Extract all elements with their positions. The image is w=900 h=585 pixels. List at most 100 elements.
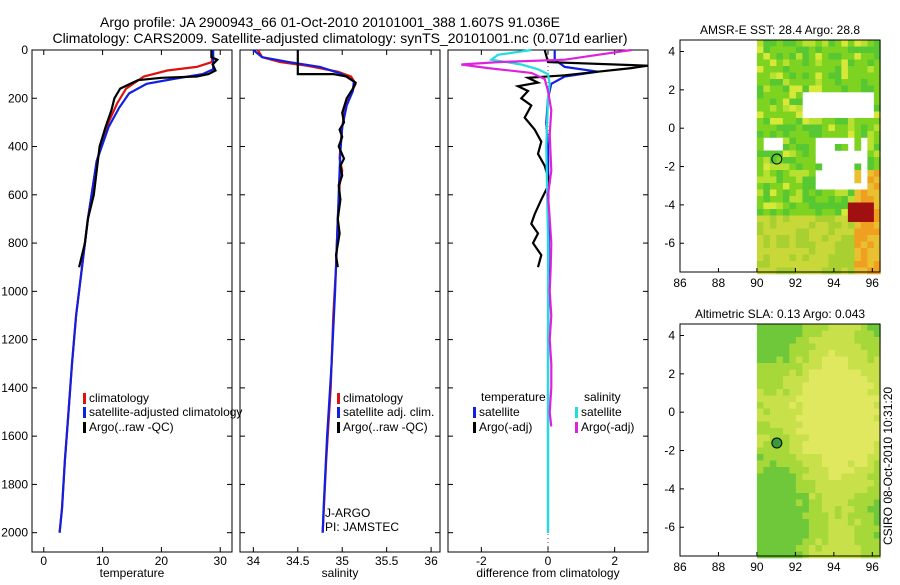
sla_map-cell bbox=[776, 330, 784, 338]
sst_map-cell bbox=[873, 254, 881, 262]
sst_map-cell bbox=[841, 59, 849, 67]
sst_map-cell bbox=[763, 53, 771, 60]
sst_map-cell bbox=[802, 150, 810, 158]
sla_map-cell bbox=[776, 376, 784, 383]
sst_map-cell bbox=[756, 176, 764, 184]
sst_map-cell bbox=[763, 59, 771, 67]
sst_map-cell bbox=[802, 228, 810, 236]
sst_map-cell bbox=[769, 85, 777, 93]
sla_map-cell bbox=[841, 512, 849, 520]
sst_map-cell bbox=[769, 248, 777, 255]
sla_map-cell bbox=[873, 382, 881, 390]
sla_map-cell bbox=[815, 499, 823, 507]
sla_map-cell bbox=[808, 382, 816, 390]
sla_map-cell bbox=[815, 369, 823, 377]
sst_map-cell bbox=[763, 131, 771, 138]
sla_map-cell bbox=[776, 343, 784, 351]
sla_map-cell bbox=[854, 350, 862, 357]
sst_map-cell bbox=[802, 209, 810, 216]
sst_map-cell bbox=[821, 228, 829, 236]
side-timestamp: CSIRO 08-Oct-2010 10:31:20 bbox=[881, 387, 895, 545]
sst_map-cell bbox=[776, 85, 784, 93]
sst_map-cell bbox=[795, 183, 803, 190]
sst_map-cell bbox=[795, 92, 803, 99]
sst_map-cell bbox=[834, 209, 842, 216]
sla_map-cell bbox=[834, 447, 842, 455]
sst_map-cell bbox=[763, 209, 771, 216]
diff-legend-temp-sat-swatch bbox=[473, 407, 476, 418]
sla_map-cell bbox=[873, 499, 881, 507]
sla_map-cell bbox=[808, 337, 816, 344]
sla_map-cell bbox=[795, 512, 803, 520]
temperature-xtick-label: 0 bbox=[40, 554, 47, 568]
sla_map-cell bbox=[789, 512, 797, 520]
sla_map-cell bbox=[867, 519, 875, 526]
sst_map-cell bbox=[795, 79, 803, 86]
sla_map-cell bbox=[763, 519, 771, 526]
sla_map-cell bbox=[782, 402, 790, 409]
sst_map-cell bbox=[763, 157, 771, 164]
sla_map-cell bbox=[763, 408, 771, 416]
sla_map-cell bbox=[815, 343, 823, 351]
sst_map-cell bbox=[841, 79, 849, 86]
sla_map-cell bbox=[860, 324, 868, 331]
sla_map-cell bbox=[860, 369, 868, 377]
sst_map-cell bbox=[769, 202, 777, 210]
sst_map-cell bbox=[782, 40, 790, 47]
sla_map-cell bbox=[815, 447, 823, 455]
sst_map-cell bbox=[776, 176, 784, 184]
sla_map-cell bbox=[802, 493, 810, 500]
sla_map-cell bbox=[834, 519, 842, 526]
difference-series-temperature-Argo bbox=[514, 49, 649, 268]
sst_map-cell bbox=[828, 267, 836, 275]
sst_map-cell bbox=[847, 248, 855, 255]
sla_map-cell bbox=[789, 350, 797, 357]
sla_map-cell bbox=[834, 330, 842, 338]
sst_map-cell bbox=[782, 98, 790, 106]
sst_map-cell bbox=[828, 72, 836, 80]
sst_map-cell bbox=[769, 228, 777, 236]
sst_map-cell bbox=[795, 215, 803, 223]
sla_map-cell bbox=[821, 519, 829, 526]
sla_map-cell bbox=[854, 441, 862, 448]
sst_map-cell bbox=[821, 196, 829, 203]
sla_map-cell bbox=[854, 447, 862, 455]
sst_map-cell bbox=[802, 157, 810, 164]
sla_map-cell bbox=[769, 363, 777, 370]
sst_map-cell bbox=[763, 248, 771, 255]
sst_map-cell bbox=[873, 72, 881, 80]
sst_map-cell bbox=[756, 267, 764, 275]
sst_map-cell bbox=[854, 118, 862, 125]
sst_map-cell bbox=[815, 235, 823, 242]
sla_map-cell bbox=[802, 486, 810, 494]
sst_map-cell bbox=[808, 209, 816, 216]
sla_map-cell bbox=[769, 382, 777, 390]
sst_map-cell bbox=[776, 209, 784, 216]
salinity-xtick-label: 36 bbox=[424, 554, 438, 568]
sst_map-cell bbox=[867, 267, 875, 275]
difference-xtick-label: -2 bbox=[476, 554, 487, 568]
sst_map-heatmap-cells bbox=[756, 40, 881, 275]
sla_map-xtick-label: 92 bbox=[789, 560, 803, 574]
sla_map-cell bbox=[834, 356, 842, 364]
sla_map-cell bbox=[867, 337, 875, 344]
sla_map-cell bbox=[873, 538, 881, 546]
sla_map-cell bbox=[789, 415, 797, 422]
sla_map-cell bbox=[756, 389, 764, 396]
sst_map-cell bbox=[763, 202, 771, 210]
sst_map-cell bbox=[756, 261, 764, 268]
sla_map-cell bbox=[802, 441, 810, 448]
sst_map-cell bbox=[847, 79, 855, 86]
sal-legend-argo-swatch bbox=[337, 422, 340, 433]
sla_map-cell bbox=[756, 486, 764, 494]
sla_map-cell bbox=[847, 441, 855, 448]
sst_map-cell bbox=[802, 40, 810, 47]
sla_map-cell bbox=[763, 395, 771, 403]
sla_map-cell bbox=[776, 499, 784, 507]
sst_map-cell bbox=[815, 228, 823, 236]
sst_map-cell bbox=[808, 202, 816, 210]
sst_map-cell bbox=[873, 59, 881, 67]
sla_map-cell bbox=[808, 525, 816, 533]
sla_map-cell bbox=[802, 389, 810, 396]
sla_map-cell bbox=[763, 473, 771, 481]
